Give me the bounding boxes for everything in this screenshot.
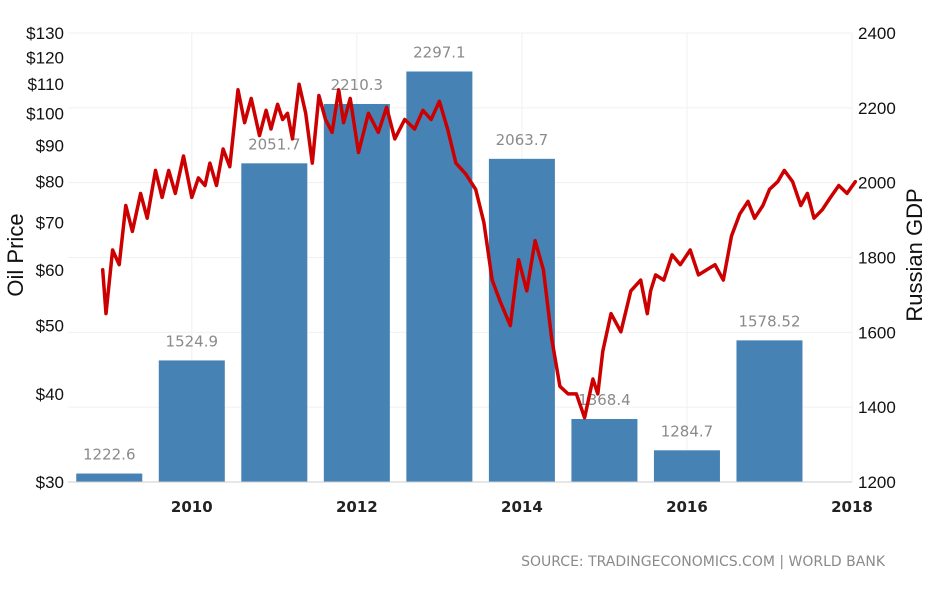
bar-data-labels: 1222.6 1524.9 2051.7 2210.3 2297.1 2063.7 1368… — [83, 44, 800, 464]
bar-2016 — [653, 450, 720, 482]
left-axis-title: Oil Price — [3, 213, 28, 296]
left-tick-label: $70 — [36, 214, 64, 233]
left-tick-label: $100 — [26, 104, 64, 123]
bar-label-2010: 1524.9 — [166, 332, 219, 350]
left-tick-label: $80 — [36, 173, 64, 192]
bar-2014 — [488, 158, 555, 482]
right-axis-ticks: 1200 1400 1600 1800 2000 2200 2400 — [858, 24, 896, 492]
bar-2012 — [323, 103, 390, 482]
x-tick-label: 2014 — [501, 498, 543, 516]
bar-2015 — [571, 418, 638, 482]
bar-2011 — [241, 163, 308, 482]
left-axis-ticks: $30 $40 $50 $60 $70 $80 $90 $100 $110 $120 $130 — [26, 24, 64, 492]
x-axis-ticks: 2010 2012 2014 2016 2018 — [171, 498, 873, 516]
bar-label-2011: 2051.7 — [248, 135, 301, 153]
left-tick-label: $130 — [26, 24, 64, 43]
bar-label-2013: 2297.1 — [413, 44, 466, 62]
left-tick-label: $30 — [36, 473, 64, 492]
bar-2010 — [158, 360, 225, 482]
bar-label-2015: 1368.4 — [578, 391, 631, 409]
right-tick-label: 2000 — [858, 174, 896, 193]
bar-2017 — [736, 340, 803, 482]
bar-label-2017: 1578.52 — [738, 312, 800, 330]
right-tick-label: 1400 — [858, 398, 896, 417]
oil-price-line — [100, 82, 858, 420]
source-note: SOURCE: TRADINGECONOMICS.COM | WORLD BAN… — [521, 554, 886, 570]
left-tick-label: $110 — [27, 75, 64, 94]
right-tick-label: 2400 — [858, 24, 896, 43]
bar-series-russian-gdp — [76, 71, 803, 483]
line-series-oil-price — [100, 82, 858, 420]
bar-2013 — [406, 71, 473, 483]
left-tick-label: $90 — [36, 137, 64, 156]
left-tick-label: $50 — [36, 317, 64, 336]
x-tick-label: 2016 — [666, 498, 708, 516]
bar-label-2009: 1222.6 — [83, 446, 136, 464]
right-tick-label: 2200 — [858, 99, 896, 118]
bar-label-2016: 1284.7 — [661, 422, 714, 440]
left-tick-label: $120 — [26, 49, 64, 68]
right-tick-label: 1200 — [858, 473, 896, 492]
right-axis-title: Russian GDP — [902, 188, 927, 321]
x-tick-label: 2018 — [831, 498, 873, 516]
bar-label-2014: 2063.7 — [496, 131, 549, 149]
bar-2009 — [76, 473, 143, 482]
x-tick-label: 2012 — [336, 498, 378, 516]
right-tick-label: 1600 — [858, 323, 896, 342]
left-tick-label: $60 — [36, 261, 64, 280]
left-tick-label: $40 — [36, 385, 64, 404]
bar-label-2012: 2210.3 — [331, 76, 384, 94]
right-tick-label: 1800 — [858, 249, 896, 268]
x-tick-label: 2010 — [171, 498, 213, 516]
